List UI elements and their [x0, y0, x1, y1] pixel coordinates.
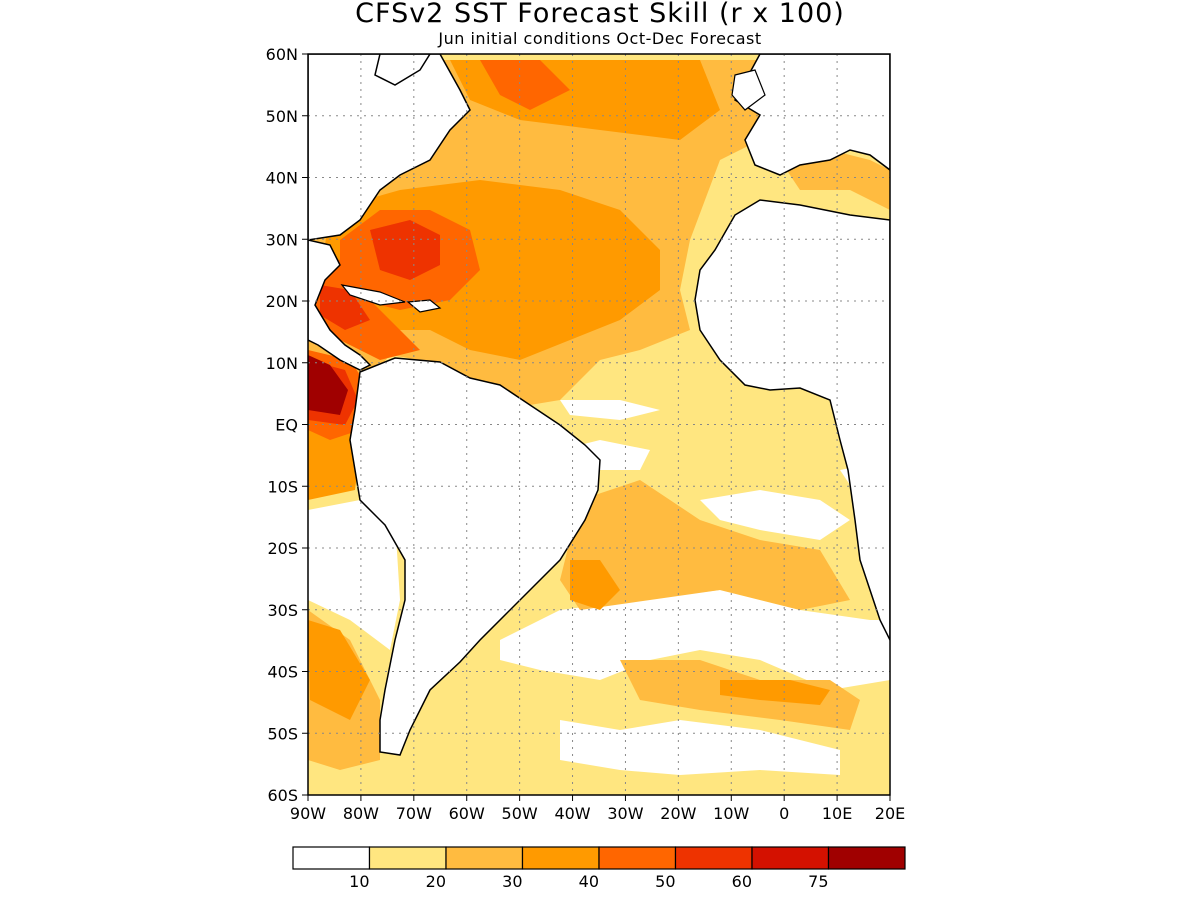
lat-tick-label: 20S — [267, 539, 298, 558]
map-title: CFSv2 SST Forecast Skill (r x 100) — [355, 0, 845, 29]
lat-tick-label: 30S — [267, 601, 298, 620]
skill-region-20-30-mediterranean — [780, 150, 890, 210]
skill-region-75-east-pacific — [308, 355, 348, 415]
lon-tick-label: 90W — [290, 804, 326, 823]
skill-region-low-south-atlantic — [500, 590, 890, 690]
lat-tick-label: 60S — [267, 786, 298, 805]
latitude-axis: 60N 50N 40N 30N 20N 10N EQ 10S 20S 30S 40S 50S 60S — [266, 45, 308, 805]
graticule — [308, 54, 890, 795]
colorbar-label: 40 — [579, 872, 599, 891]
colorbar-label: 75 — [808, 872, 828, 891]
lon-tick-label: 20E — [875, 804, 905, 823]
skill-region-low-southeast-pacific — [308, 500, 400, 650]
land-cuba — [340, 284, 406, 306]
colorbar-swatch — [751, 846, 830, 870]
map-panel: 60N 50N 40N 30N 20N 10N EQ 10S 20S 30S 40S 50S 60S 9… — [266, 45, 906, 823]
colorbar-swatch — [521, 846, 600, 870]
land-africa — [694, 199, 890, 641]
lon-tick-label: 0 — [779, 804, 789, 823]
lat-tick-label: 50N — [266, 107, 298, 126]
land-south-america — [349, 357, 601, 756]
lat-tick-label: EQ — [275, 416, 298, 435]
colorbar-swatch — [292, 846, 371, 870]
skill-region-low-gulf-guinea — [560, 400, 660, 420]
lon-tick-label: 70W — [396, 804, 432, 823]
colorbar-label: 10 — [349, 872, 369, 891]
lon-tick-label: 40W — [554, 804, 590, 823]
lat-tick-label: 60N — [266, 45, 298, 64]
lon-tick-label: 30W — [607, 804, 643, 823]
lat-tick-label: 10N — [266, 354, 298, 373]
lon-tick-label: 10W — [713, 804, 749, 823]
skill-region-30-40-south-atlantic — [570, 560, 620, 610]
colorbar-swatch — [674, 846, 753, 870]
skill-region-40-50-labrador — [480, 60, 570, 110]
lat-tick-label: 20N — [266, 292, 298, 311]
land-greenland — [374, 54, 431, 86]
colorbar-label: 30 — [502, 872, 522, 891]
lat-tick-label: 50S — [267, 724, 298, 743]
colorbar-label: 20 — [426, 872, 446, 891]
land-mexico-central-america — [308, 239, 372, 371]
lat-tick-label: 40N — [266, 169, 298, 188]
colorbar-label: 50 — [655, 872, 675, 891]
lon-tick-label: 20W — [660, 804, 696, 823]
land-hispaniola — [406, 299, 442, 313]
map-subtitle: Jun initial conditions Oct-Dec Forecast — [437, 29, 761, 48]
land-north-america — [308, 54, 471, 241]
lon-tick-label: 80W — [343, 804, 379, 823]
skill-region-30-40-southern-ocean — [720, 680, 830, 705]
skill-region-50-60-caribbean — [320, 285, 370, 330]
lat-tick-label: 30N — [266, 230, 298, 249]
lat-tick-label: 40S — [267, 663, 298, 682]
skill-region-20-30-south-atlantic — [560, 480, 850, 610]
lon-tick-label: 50W — [502, 804, 538, 823]
skill-region-low-south-atlantic-2 — [700, 490, 850, 540]
lon-tick-label: 60W — [449, 804, 485, 823]
lat-tick-label: 10S — [267, 477, 298, 496]
land-europe — [733, 54, 890, 176]
lon-tick-label: 10E — [822, 804, 852, 823]
longitude-axis: 90W 80W 70W 60W 50W 40W 30W 20W 10W 0 10E 20E — [290, 795, 905, 823]
land-masses — [308, 54, 890, 756]
colorbar: 10 20 30 40 50 60 75 — [292, 846, 906, 891]
colorbar-swatch — [598, 846, 677, 870]
skill-region-40-50-caribbean — [308, 250, 420, 360]
skill-region-30-40-sw-pacific — [308, 620, 370, 720]
colorbar-label: 60 — [732, 872, 752, 891]
colorbar-swatch — [827, 846, 906, 870]
colorbar-swatch — [445, 846, 524, 870]
land-british-isles — [731, 69, 766, 111]
skill-region-50-60-western-atlantic — [370, 220, 440, 280]
colorbar-swatch — [368, 846, 447, 870]
